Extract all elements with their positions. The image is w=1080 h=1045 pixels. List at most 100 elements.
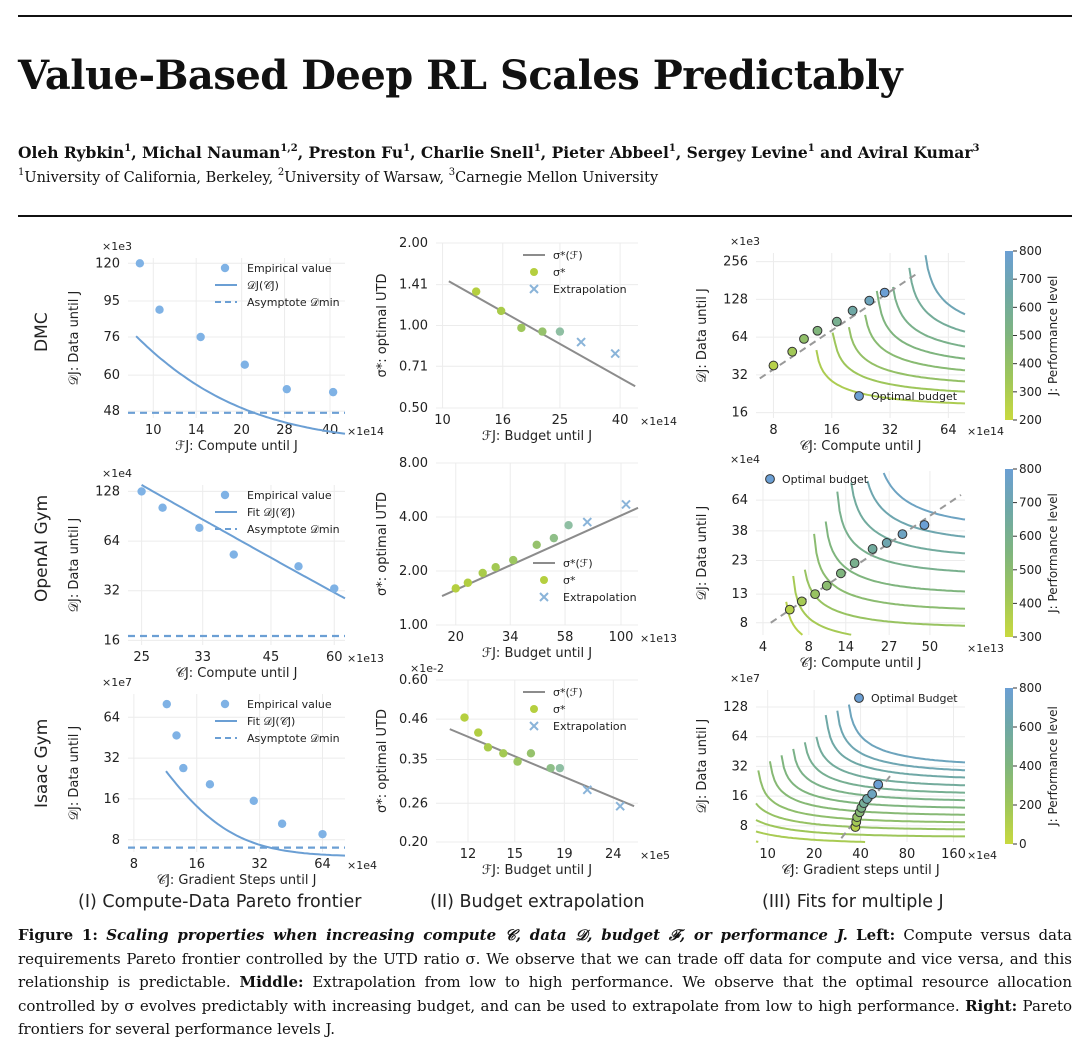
extrapolation-marker (621, 499, 631, 510)
pareto-curve (836, 491, 966, 573)
empirical-point (330, 584, 339, 593)
colorbar-tick-label: 300 (1019, 630, 1042, 644)
y-tick-label: 64 (103, 534, 120, 549)
optimal-budget-point (879, 287, 890, 298)
x-tick-label: 27 (881, 640, 898, 655)
author: Oleh Rybkin1 (18, 143, 132, 162)
optimal-utd-point (499, 749, 508, 758)
optimal-utd-point (509, 555, 518, 565)
optimal-budget-point (873, 779, 884, 790)
x-axis-label: ℱJ: Budget until J (482, 646, 592, 661)
y-tick-label: 0.26 (399, 796, 428, 811)
x-multiplier: ×1e13 (640, 632, 677, 645)
y-axis-label: 𝒟J: Data until J (67, 726, 82, 821)
caption-middle-text: Extrapolation from low to high performan… (18, 973, 1072, 1015)
figure-caption: Figure 1: Scaling properties when increa… (18, 924, 1072, 1042)
y-axis-label: σ*: optimal UTD (375, 492, 390, 596)
y-tick-label: 1.00 (399, 618, 428, 633)
row-label-openai-gym: OpenAI Gym (32, 494, 52, 602)
y-multiplier: ×1e4 (102, 467, 132, 480)
x-multiplier: ×1e13 (967, 642, 1004, 655)
colorbar-tick-label: 500 (1019, 563, 1042, 577)
empirical-point (158, 503, 167, 512)
x-axis-label: ℱJ: Compute until J (175, 439, 298, 454)
legend-label: 𝒟J(𝒞J) (247, 279, 279, 292)
y-multiplier: ×1e4 (730, 453, 760, 466)
y-axis-label: 𝒟J: Data until J (67, 518, 82, 613)
x-multiplier: ×1e5 (640, 849, 670, 862)
x-axis-label: ℱJ: Budget until J (482, 863, 592, 878)
legend-marker-point (854, 693, 864, 703)
x-tick-label: 32 (251, 857, 268, 872)
author: Sergey Levine1 (686, 143, 815, 162)
colorbar-tick-label: 400 (1019, 357, 1042, 371)
optimal-budget-point (897, 529, 908, 539)
author: Pieter Abbeel1 (551, 143, 676, 162)
y-tick-label: 128 (723, 292, 748, 307)
pareto-curve (803, 569, 965, 627)
fit-curve (141, 484, 346, 600)
x-tick-label: 34 (502, 630, 519, 645)
colorbar-tick-label: 200 (1019, 413, 1042, 427)
y-multiplier: ×1e-2 (410, 662, 444, 675)
y-multiplier: ×1e7 (102, 676, 132, 689)
y-tick-label: 8 (112, 833, 120, 848)
y-tick-label: 32 (103, 584, 120, 599)
legend-label: Empirical value (247, 698, 332, 711)
extrapolation-marker (582, 517, 592, 527)
optimal-utd-point (564, 521, 573, 530)
x-multiplier: ×1e14 (347, 425, 384, 438)
extrapolation-marker (615, 801, 625, 811)
pareto-curve (813, 533, 966, 610)
legend-label: Empirical value (247, 489, 332, 502)
optimal-line (759, 271, 920, 380)
x-tick-label: 10 (759, 847, 776, 862)
empirical-point (229, 550, 238, 559)
empirical-point (195, 523, 204, 533)
fit-curve (135, 335, 346, 435)
top-rule (18, 15, 1072, 17)
optimal-utd-point (546, 763, 555, 773)
optimal-budget-point (784, 604, 795, 615)
empirical-point (137, 487, 146, 496)
optimal-utd-point (538, 327, 547, 336)
x-tick-label: 8 (130, 857, 138, 872)
optimal-budget-point (867, 789, 878, 799)
affiliation: 2University of Warsaw (277, 167, 440, 187)
legend-label: Fit 𝒟J(𝒞J) (247, 715, 295, 728)
colorbar-tick-label: 800 (1019, 681, 1042, 695)
y-tick-label: 4.00 (399, 510, 428, 525)
x-tick-label: 33 (194, 650, 211, 665)
y-tick-label: 64 (731, 330, 748, 345)
y-tick-label: 1.00 (399, 319, 428, 334)
optimal-budget-point (787, 346, 798, 357)
x-tick-label: 28 (276, 423, 293, 438)
colorbar-tick-label: 300 (1019, 385, 1042, 399)
legend-marker-point (530, 268, 538, 276)
colorbar-tick-label: 700 (1019, 496, 1042, 510)
pareto-curve (785, 601, 804, 636)
legend-label: Optimal Budget (871, 692, 958, 705)
empirical-point (205, 780, 215, 789)
pareto-curve (824, 521, 966, 593)
caption-label: Figure 1: (18, 926, 98, 944)
x-tick-label: 64 (940, 423, 957, 438)
caption-middle-label: Middle: (239, 973, 304, 991)
optimal-budget-point (810, 589, 820, 600)
extrapolation-marker (610, 348, 620, 359)
colorbar (1005, 251, 1013, 420)
y-tick-label: 16 (731, 789, 748, 804)
x-tick-label: 20 (447, 630, 464, 645)
legend-marker-x (539, 592, 549, 602)
optimal-budget-point (796, 596, 807, 607)
colorbar-label: J: Performance level (1046, 706, 1060, 827)
empirical-point (328, 387, 338, 397)
x-tick-label: 45 (263, 650, 280, 665)
legend-marker-point (220, 263, 230, 273)
optimal-budget-point (867, 544, 878, 554)
x-multiplier: ×1e14 (967, 425, 1004, 438)
optimal-budget-point (849, 558, 860, 569)
author: Michal Nauman1,2 (142, 143, 298, 162)
x-tick-label: 10 (434, 413, 451, 428)
x-tick-label: 20 (806, 847, 823, 862)
